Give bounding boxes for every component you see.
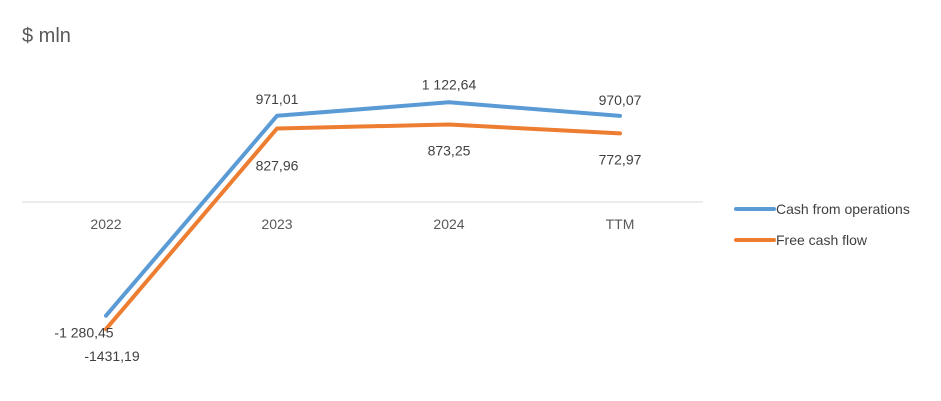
- data-label-free-cash-flow-2022: -1431,19: [84, 348, 139, 364]
- data-labels: -1 280,45 971,01 1 122,64 970,07 -1431,19 827…: [54, 76, 641, 364]
- series-line-cash-from-operations: [104, 100, 622, 318]
- legend-label-free-cash-flow: Free cash flow: [776, 232, 868, 248]
- data-label-free-cash-flow-2024: 873,25: [428, 142, 471, 158]
- data-label-free-cash-flow-2023: 827,96: [256, 157, 299, 173]
- x-tick-label-2024: 2024: [433, 216, 464, 232]
- series-layer: [104, 100, 622, 332]
- legend-label-cash-from-operations: Cash from operations: [776, 201, 910, 217]
- legend: Cash from operations Free cash flow: [734, 201, 910, 248]
- data-label-cash-from-operations-ttm: 970,07: [599, 92, 642, 108]
- x-tick-label-ttm: TTM: [606, 216, 635, 232]
- chart-title: $ mln: [22, 25, 71, 47]
- data-label-cash-from-operations-2024: 1 122,64: [422, 76, 477, 92]
- x-axis-tick-labels: 2022 2023 2024 TTM: [90, 216, 634, 232]
- x-tick-label-2023: 2023: [261, 216, 292, 232]
- data-label-cash-from-operations-2022: -1 280,45: [54, 325, 113, 341]
- series-line-free-cash-flow: [104, 122, 622, 332]
- x-tick-label-2022: 2022: [90, 216, 121, 232]
- data-label-cash-from-operations-2023: 971,01: [256, 91, 299, 107]
- data-label-free-cash-flow-ttm: 772,97: [599, 151, 642, 167]
